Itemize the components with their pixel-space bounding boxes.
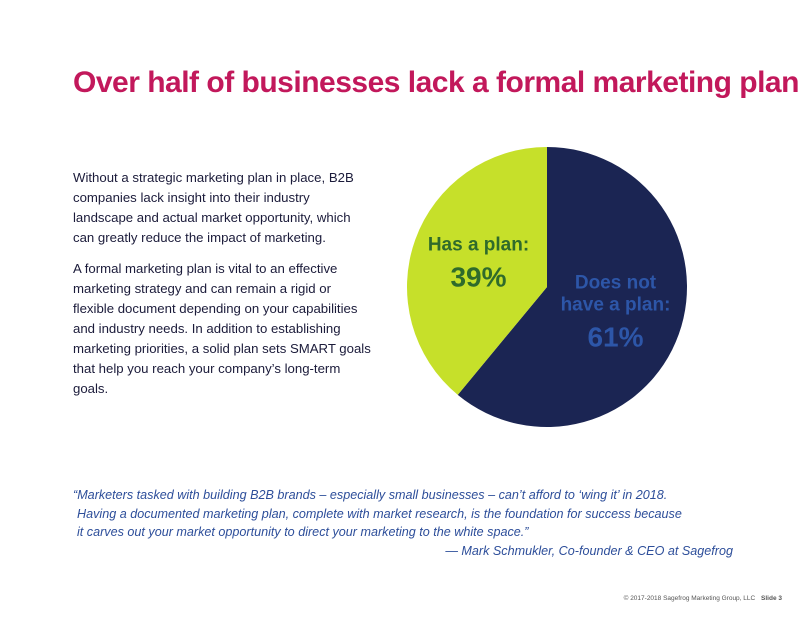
quote-line: Having a documented marketing plan, comp…: [77, 506, 682, 521]
quote-line: it carves out your market opportunity to…: [77, 525, 529, 539]
slide-number: Slide 3: [761, 595, 782, 602]
slide-title: Over half of businesses lack a formal ma…: [73, 66, 799, 99]
slice-value-label: 61%: [587, 322, 643, 353]
paragraph-2: A formal marketing plan is vital to an e…: [73, 261, 371, 396]
body-text: Without a strategic marketing plan in pl…: [73, 168, 373, 410]
slice-value-label: 39%: [450, 261, 506, 292]
pie-chart: Does not have a plan: 61% Has a plan: 39%: [405, 145, 690, 435]
footer: © 2017-2018 Sagefrog Marketing Group, LL…: [624, 595, 782, 602]
pie-slice: [457, 147, 687, 427]
quote-attribution: — Mark Schmukler, Co-founder & CEO at Sa…: [445, 543, 733, 558]
slice-label: Has a plan:: [428, 234, 529, 255]
quote-line: “Marketers tasked with building B2B bran…: [73, 488, 668, 502]
quote-block: “Marketers tasked with building B2B bran…: [73, 486, 733, 560]
footer-copyright: © 2017-2018 Sagefrog Marketing Group, LL…: [623, 595, 756, 602]
pie-slice: [407, 147, 547, 395]
slice-label: have a plan:: [561, 295, 671, 316]
slice-label: Does not: [575, 273, 657, 294]
paragraph-1: Without a strategic marketing plan in pl…: [73, 170, 354, 245]
